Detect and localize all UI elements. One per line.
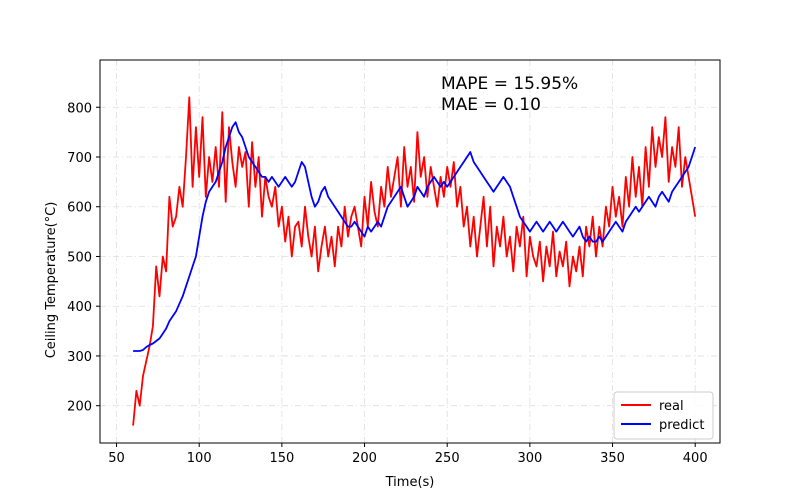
y-axis-label: Ceiling Temperature(°C) (44, 202, 59, 359)
mape-annotation: MAPE = 15.95% (441, 74, 578, 94)
legend: real predict (613, 391, 714, 440)
y-tick-label: 300 (67, 350, 92, 365)
legend-box (613, 391, 714, 440)
series-layer (132, 96, 697, 426)
x-tick-label: 300 (517, 451, 542, 466)
x-tick-label: 150 (269, 451, 294, 466)
plot-frame (99, 59, 721, 444)
mae-annotation: MAE = 0.10 (441, 95, 541, 115)
y-tick-label: 800 (67, 101, 92, 116)
x-axis: 50 100 150 200 250 300 350 400 (108, 443, 708, 466)
x-tick-label: 350 (600, 451, 625, 466)
x-tick-label: 250 (435, 451, 460, 466)
y-tick-label: 700 (67, 151, 92, 166)
y-tick-label: 500 (67, 250, 92, 265)
y-tick-label: 600 (67, 201, 92, 216)
series-line-predict (133, 121, 697, 352)
x-tick-label: 50 (108, 451, 125, 466)
legend-label-predict: predict (659, 418, 704, 433)
x-tick-label: 400 (683, 451, 708, 466)
x-tick-label: 200 (352, 451, 377, 466)
x-axis-label: Time(s) (385, 475, 435, 490)
y-tick-label: 400 (67, 300, 92, 315)
y-tick-label: 200 (67, 400, 92, 415)
legend-label-real: real (659, 399, 684, 414)
x-tick-label: 100 (187, 451, 212, 466)
y-axis: 200 300 400 500 600 700 800 (67, 101, 100, 415)
